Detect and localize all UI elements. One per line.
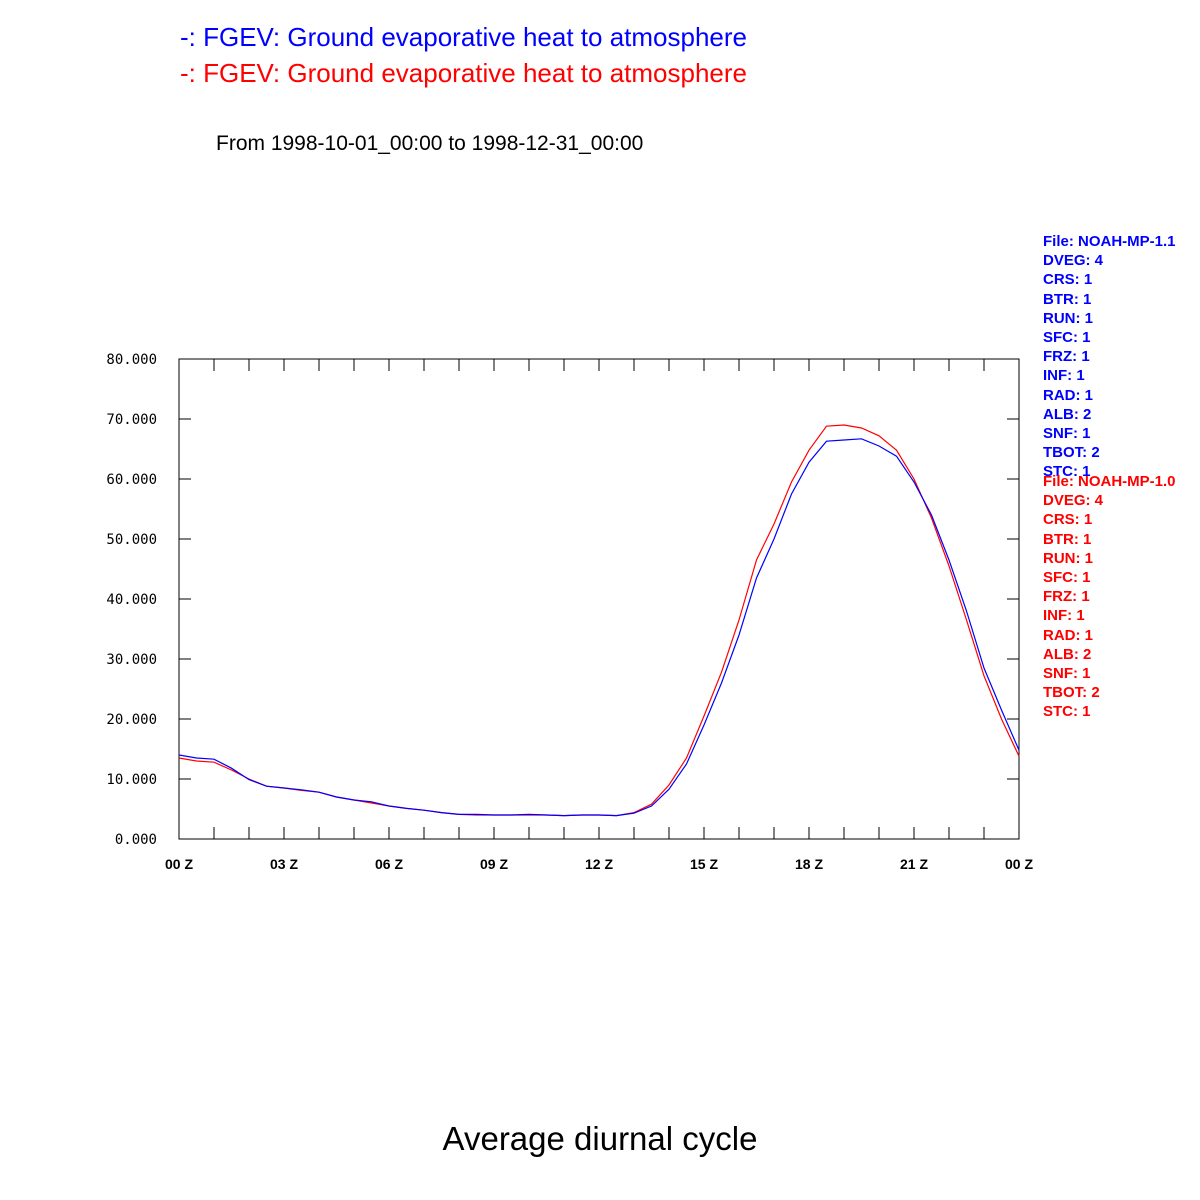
x-tick-label: 12 Z [585,856,613,872]
metadata-line: FRZ: 1 [1043,348,1090,366]
metadata-line: FRZ: 1 [1043,588,1090,606]
metadata-line: INF: 1 [1043,607,1085,625]
date-range-label: From 1998-10-01_00:00 to 1998-12-31_00:0… [216,132,644,155]
metadata-line: SNF: 1 [1043,424,1091,442]
metadata-line: File: NOAH-MP-1.0 [1043,473,1176,490]
metadata-line: CRS: 1 [1043,511,1093,529]
metadata-line: ALB: 2 [1043,405,1092,423]
legend-entry-blue: -: FGEV: Ground evaporative heat to atmo… [180,22,747,52]
x-tick-label: 21 Z [900,856,928,872]
y-tick-label: 70.000 [106,412,157,428]
metadata-line: ALB: 2 [1043,645,1092,663]
y-tick-label: 40.000 [106,592,157,608]
y-tick-label: 0.000 [115,832,157,848]
plot-title: Average diurnal cycle [442,1120,758,1157]
x-tick-label: 06 Z [375,856,403,872]
x-tick-label: 03 Z [270,856,298,872]
y-tick-label: 60.000 [106,472,157,488]
metadata-line: SFC: 1 [1043,568,1091,586]
y-tick-label: 10.000 [106,772,157,788]
y-tick-label: 30.000 [106,652,157,668]
metadata-line: STC: 1 [1043,463,1091,481]
series-line [178,438,1020,817]
metadata-line: CRS: 1 [1043,271,1093,289]
metadata-line: STC: 1 [1043,703,1091,721]
x-tick-label: 00 Z [165,856,193,872]
metadata-line: BTR: 1 [1043,530,1092,548]
metadata-line: INF: 1 [1043,367,1085,385]
metadata-line: DVEG: 4 [1043,252,1104,270]
metadata-line: RAD: 1 [1043,386,1094,404]
x-tick-label: 15 Z [690,856,718,872]
metadata-panel-red: File: NOAH-MP-1.0 DVEG: 4 CRS: 1 BTR: 1 RUN:… [1043,472,1176,721]
x-tick-label: 09 Z [480,856,508,872]
metadata-line: TBOT: 2 [1043,684,1100,702]
series-group [178,424,1020,817]
y-tick-label: 80.000 [106,352,157,368]
y-tick-label: 50.000 [106,532,157,548]
metadata-line: File: NOAH-MP-1.1 [1043,233,1176,250]
legend-entry-red: -: FGEV: Ground evaporative heat to atmo… [180,58,747,88]
metadata-line: DVEG: 4 [1043,492,1104,510]
x-tick-label: 00 Z [1005,856,1033,872]
x-axis: 00 Z 03 Z 06 Z 09 Z 12 Z 15 Z 18 Z 21 Z 00 Z [165,359,1033,872]
metadata-line: TBOT: 2 [1043,444,1100,462]
metadata-line: RAD: 1 [1043,626,1094,644]
series-line [178,424,1020,817]
metadata-line: RUN: 1 [1043,309,1094,327]
y-tick-label: 20.000 [106,712,157,728]
metadata-line: BTR: 1 [1043,290,1092,308]
metadata-line: RUN: 1 [1043,549,1094,567]
x-tick-label: 18 Z [795,856,823,872]
plot-frame [178,358,1020,840]
metadata-panel-blue: File: NOAH-MP-1.1 DVEG: 4 CRS: 1 BTR: 1 RUN:… [1043,232,1176,481]
y-axis: 0.000 10.000 20.000 30.000 40.000 50.000 60.00… [106,352,1019,848]
metadata-line: SFC: 1 [1043,328,1091,346]
metadata-line: SNF: 1 [1043,664,1091,682]
